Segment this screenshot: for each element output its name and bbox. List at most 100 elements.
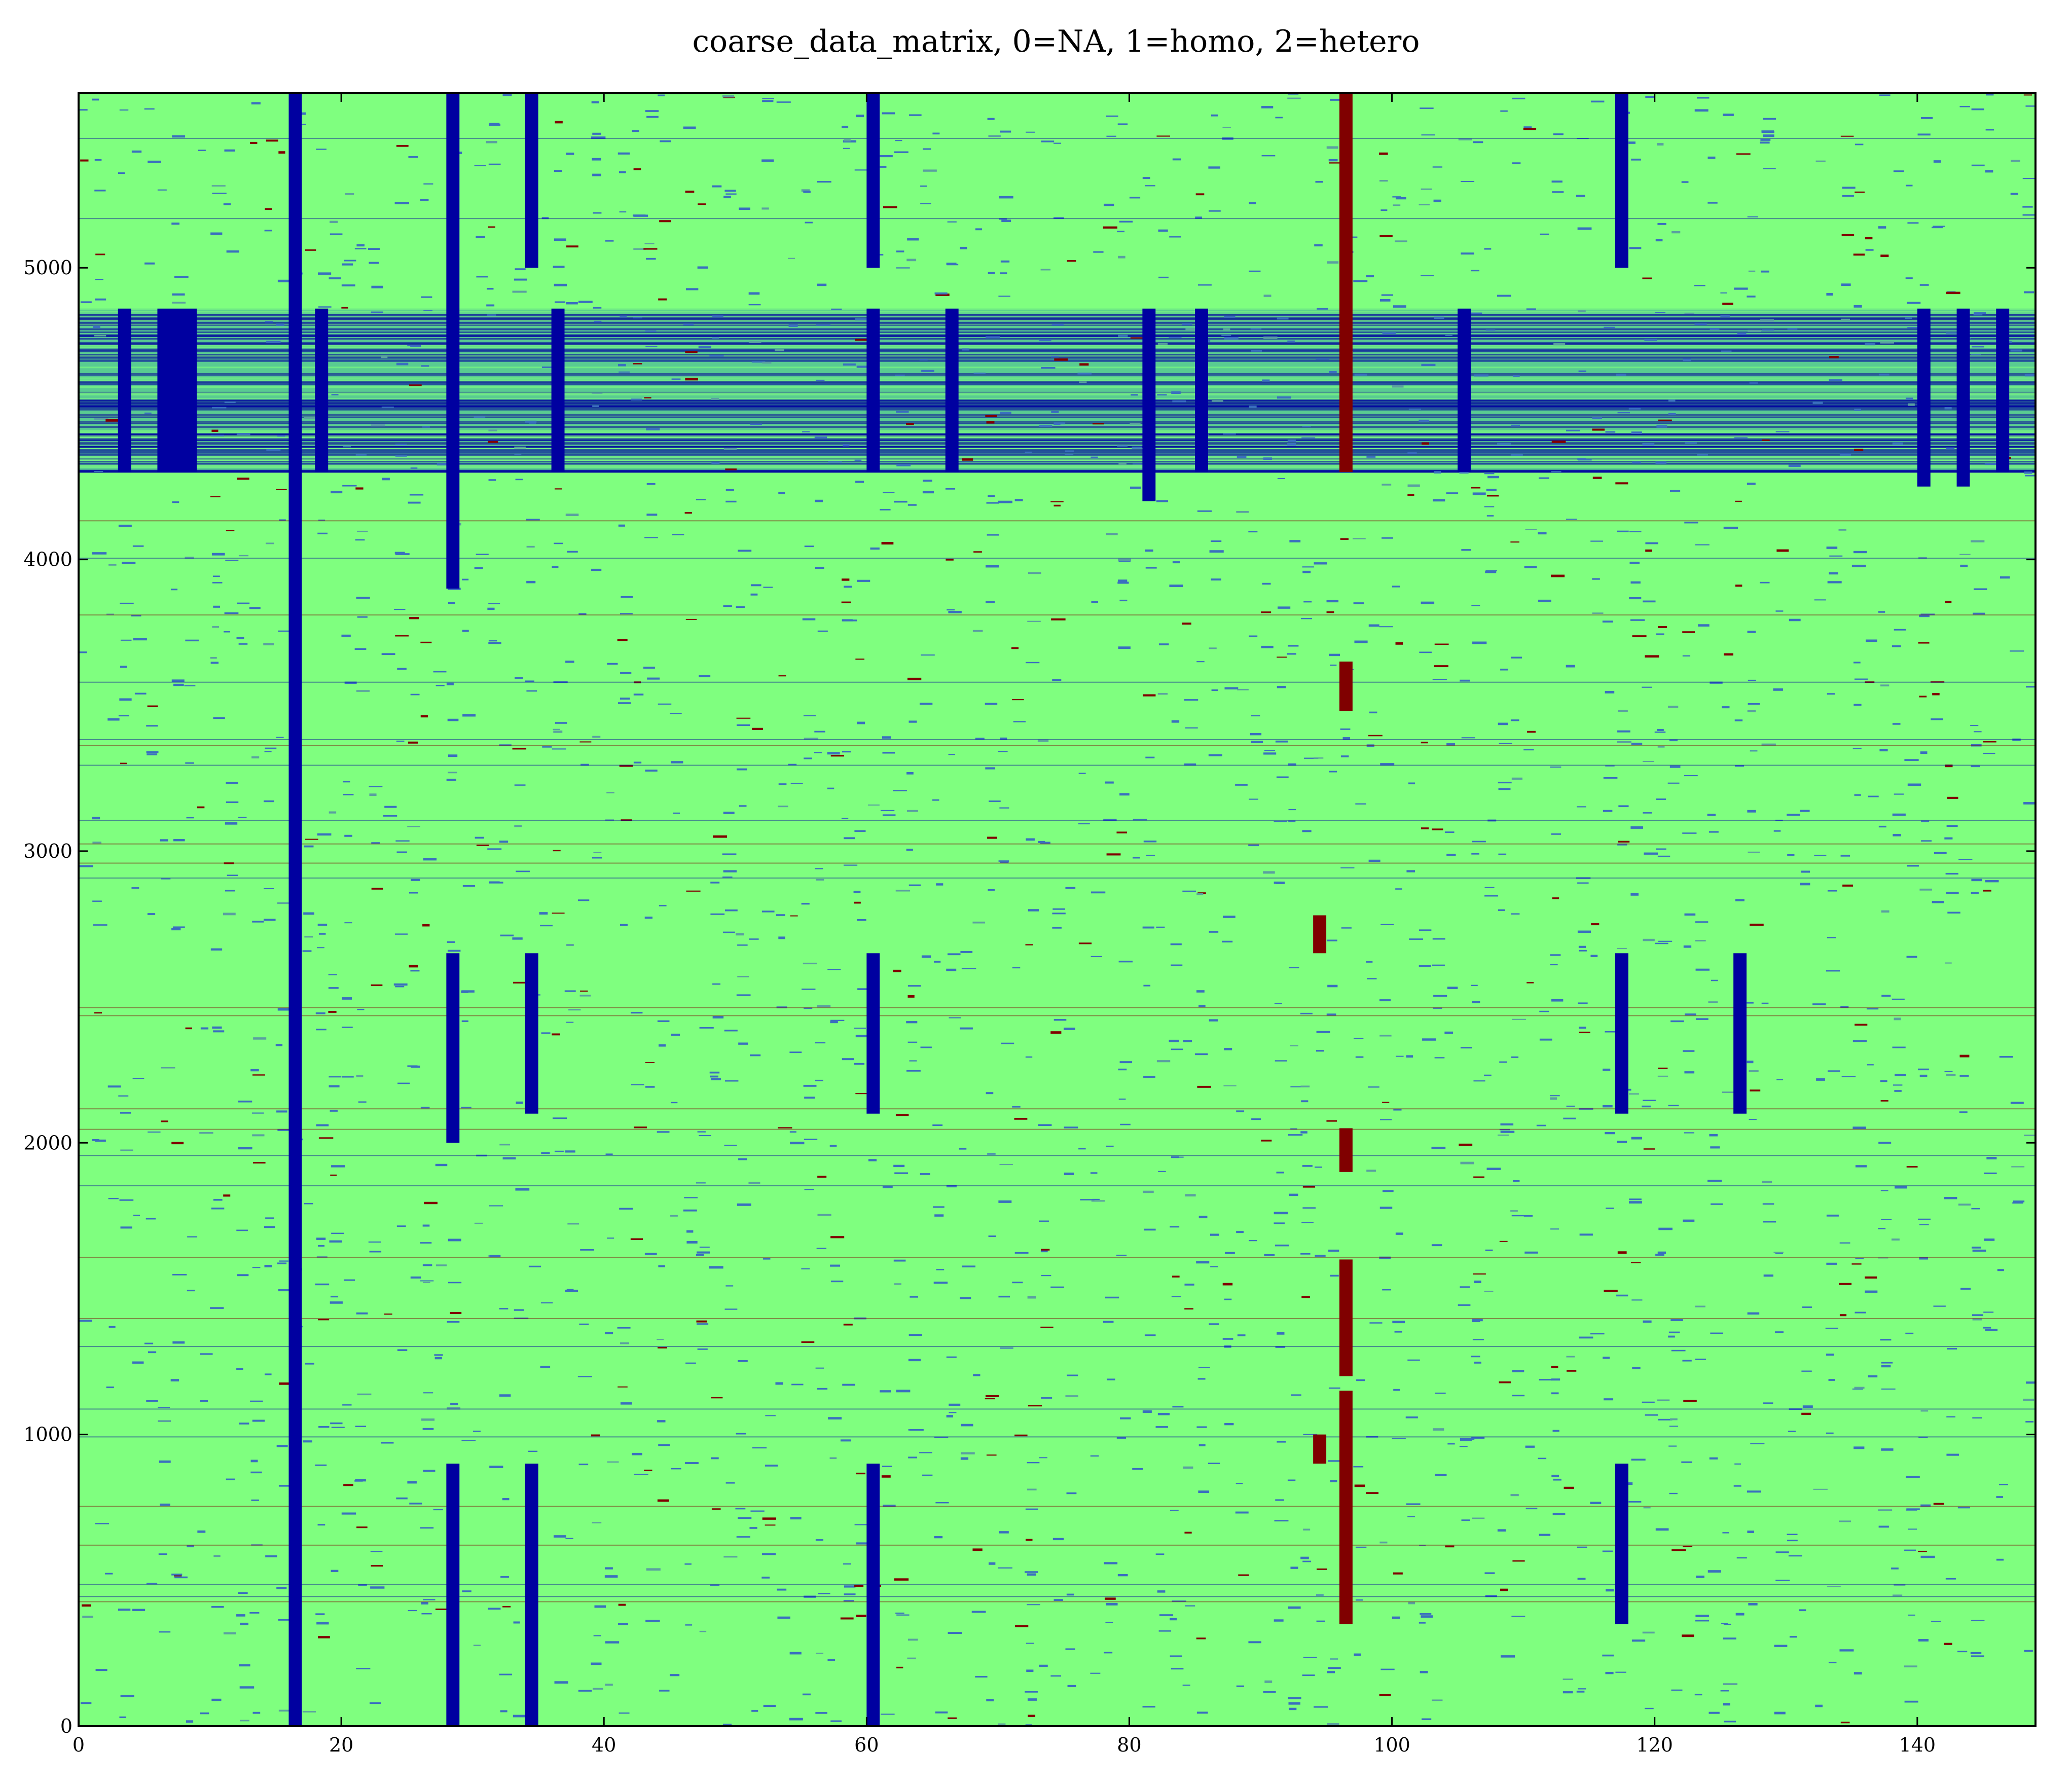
speckle-mark — [1118, 1098, 1126, 1100]
speckle-mark — [1303, 1528, 1311, 1531]
speckle-mark — [541, 1032, 551, 1034]
speckle-mark — [513, 1621, 520, 1624]
speckle-mark — [512, 290, 527, 293]
speckle-mark — [1682, 1360, 1692, 1362]
speckle-mark — [1735, 585, 1742, 587]
speckle-mark — [1566, 665, 1575, 668]
speckle-mark — [646, 514, 658, 516]
speckle-mark — [842, 1058, 854, 1061]
speckle-mark — [2026, 1381, 2035, 1384]
speckle-mark — [1775, 1551, 1789, 1553]
speckle-mark — [555, 488, 562, 490]
speckle-mark — [1093, 423, 1104, 425]
speckle-mark — [1684, 775, 1698, 777]
speckle-mark — [738, 1517, 752, 1519]
speckle-mark — [94, 418, 108, 420]
speckle-mark — [525, 420, 537, 423]
speckle-mark — [907, 677, 922, 680]
speckle-mark — [1408, 782, 1415, 785]
speckle-mark — [420, 715, 428, 718]
speckle-mark — [1382, 484, 1392, 486]
speckle-mark — [893, 500, 907, 503]
speckle-mark — [513, 1715, 526, 1718]
speckle-mark — [1669, 765, 1681, 768]
speckle-mark — [1920, 1555, 1935, 1558]
speckle-mark — [420, 1107, 430, 1109]
speckle-mark — [724, 190, 736, 192]
speckle-mark — [1287, 440, 1296, 442]
speckle-mark — [722, 95, 735, 98]
speckle-mark — [593, 1688, 603, 1690]
speckle-mark — [578, 613, 587, 615]
speckle-mark — [171, 928, 181, 931]
speckle-mark — [450, 1311, 462, 1314]
speckle-mark — [710, 1075, 718, 1078]
speckle-mark — [854, 1063, 865, 1065]
speckle-mark — [316, 1124, 329, 1126]
speckle-mark — [882, 1466, 892, 1467]
speckle-mark — [1933, 226, 1945, 227]
speckle-mark — [1146, 855, 1155, 856]
speckle-mark — [462, 578, 469, 580]
speckle-mark — [1983, 1327, 1991, 1329]
speckle-mark — [1222, 137, 1233, 140]
speckle-mark — [213, 1198, 223, 1201]
speckle-mark — [1946, 892, 1959, 894]
speckle-mark — [923, 480, 932, 482]
speckle-mark — [1040, 1250, 1048, 1253]
speckle-mark — [816, 324, 831, 326]
speckle-mark — [1353, 538, 1366, 539]
speckle-mark — [224, 862, 234, 864]
band-row-line — [79, 338, 2035, 340]
speckle-mark — [408, 156, 418, 158]
speckle-mark — [1379, 235, 1393, 237]
speckle-mark — [356, 530, 368, 532]
speckle-mark — [1723, 114, 1734, 116]
speckle-mark — [1328, 159, 1338, 162]
value-block — [446, 93, 460, 589]
speckle-mark — [1497, 443, 1511, 445]
speckle-mark — [618, 524, 625, 527]
speckle-mark — [1444, 831, 1455, 833]
speckle-mark — [1827, 1586, 1841, 1587]
speckle-mark — [1484, 1291, 1494, 1292]
speckle-mark — [462, 630, 469, 632]
speckle-mark — [1645, 549, 1652, 552]
speckle-mark — [1278, 606, 1291, 609]
speckle-mark — [1051, 618, 1066, 621]
speckle-mark — [1013, 721, 1026, 722]
speckle-mark — [369, 793, 377, 796]
speckle-mark — [435, 1608, 449, 1610]
speckle-mark — [266, 542, 274, 544]
speckle-mark — [566, 943, 574, 946]
speckle-mark — [489, 882, 503, 884]
speckle-mark — [880, 166, 887, 168]
speckle-mark — [972, 630, 983, 632]
speckle-mark — [710, 913, 725, 915]
speckle-mark — [857, 579, 870, 582]
speckle-mark — [1957, 1651, 1968, 1653]
speckle-mark — [1944, 1643, 1952, 1645]
speckle-mark — [1947, 1347, 1957, 1350]
speckle-mark — [1302, 570, 1311, 573]
speckle-mark — [266, 139, 278, 142]
speckle-mark — [685, 1362, 696, 1364]
speckle-mark — [605, 1684, 613, 1686]
speckle-mark — [1274, 1003, 1282, 1004]
speckle-mark — [1551, 999, 1564, 1002]
speckle-mark — [1053, 504, 1061, 507]
speckle-mark — [1118, 1068, 1127, 1071]
speckle-mark — [422, 1282, 430, 1283]
speckle-mark — [1724, 653, 1734, 656]
speckle-mark — [1499, 743, 1512, 744]
speckle-mark — [108, 1326, 116, 1328]
speckle-mark — [712, 185, 722, 188]
speckle-mark — [1354, 374, 1367, 376]
speckle-mark — [658, 1444, 670, 1446]
speckle-mark — [223, 203, 231, 205]
speckle-mark — [472, 1431, 481, 1432]
speckle-mark — [1592, 428, 1605, 431]
speckle-mark — [197, 1530, 206, 1533]
speckle-mark — [1379, 1207, 1393, 1209]
